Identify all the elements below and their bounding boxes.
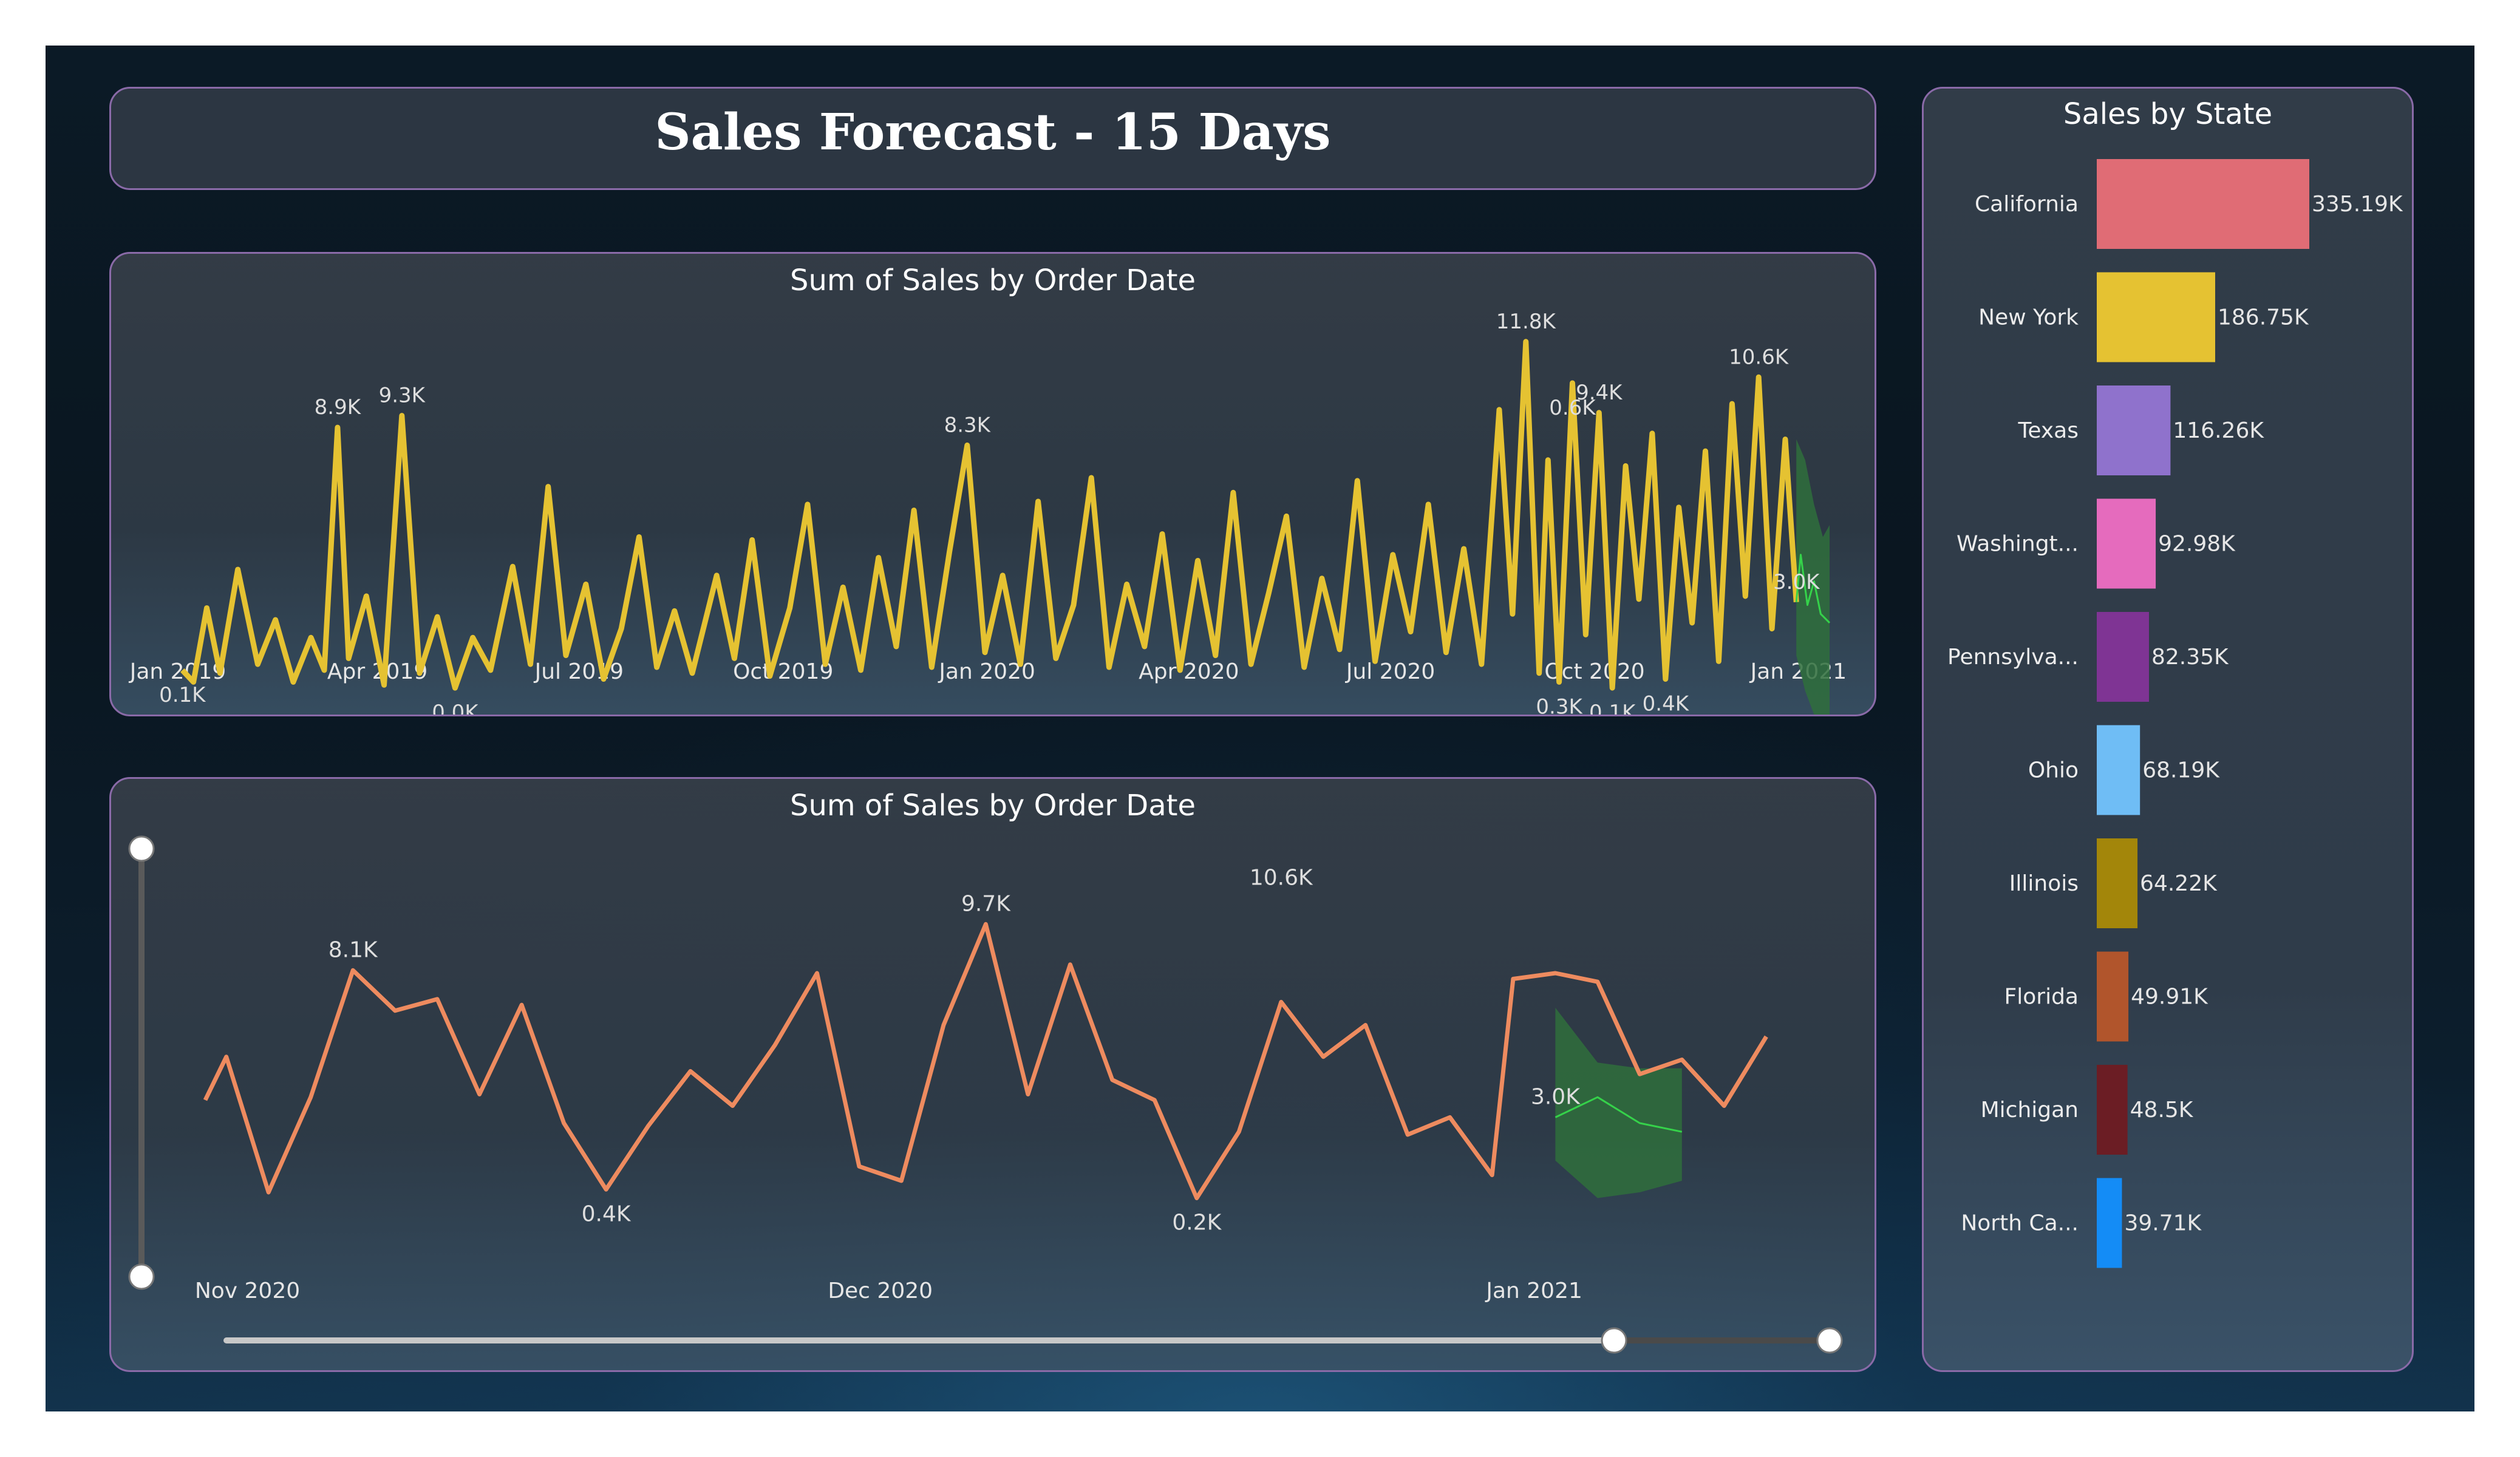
- forecast-confidence-band: [1796, 439, 1830, 715]
- actual-sales-line[interactable]: [203, 922, 1768, 1200]
- state-bar[interactable]: [2097, 951, 2129, 1042]
- sales-zoom-chart[interactable]: Nov 2020 Dec 2020 Jan 2021 8.1K 0.4K 9.7K 0.2K…: [111, 779, 1875, 1370]
- x-tick-label: Oct 2019: [733, 659, 833, 684]
- x-tick-label: Jan 2019: [129, 659, 226, 684]
- forecast-line[interactable]: [1795, 554, 1831, 623]
- dashboard-canvas: Sales Forecast - 15 Days Sum of Sales by…: [46, 46, 2474, 1411]
- state-value-label: 92.98K: [2158, 532, 2236, 557]
- data-label: 3.0K: [1531, 1085, 1581, 1110]
- state-value-label: 49.91K: [2131, 985, 2208, 1010]
- state-category-label: New York: [1978, 305, 2079, 330]
- data-label: 10.6K: [1250, 866, 1313, 891]
- actual-sales-line[interactable]: [180, 339, 1799, 691]
- state-bar[interactable]: [2097, 159, 2309, 249]
- sales-zoom-panel: Sum of Sales by Order Date Nov 2020 Dec 2…: [109, 777, 1876, 1372]
- state-value-label: 64.22K: [2140, 871, 2218, 896]
- data-label: 0.4K: [582, 1201, 632, 1226]
- x-tick-label: Apr 2020: [1139, 659, 1239, 684]
- data-label: 0.2K: [1172, 1211, 1222, 1235]
- state-category-label: California: [1975, 192, 2079, 217]
- state-bar[interactable]: [2097, 1065, 2128, 1155]
- state-category-label: Pennsylva...: [1947, 645, 2079, 670]
- sales-by-state-panel: Sales by State California 335.19K New York…: [1922, 87, 2414, 1372]
- state-category-label: Illinois: [2009, 871, 2079, 896]
- data-label: 9.7K: [961, 891, 1011, 916]
- state-bar[interactable]: [2097, 272, 2216, 362]
- forecast-line[interactable]: [1555, 1096, 1683, 1133]
- state-bar[interactable]: [2097, 612, 2149, 702]
- state-value-label: 48.5K: [2130, 1098, 2194, 1122]
- state-bar[interactable]: [2097, 498, 2156, 589]
- state-value-label: 39.71K: [2124, 1211, 2202, 1236]
- data-label: 9.3K: [379, 384, 426, 408]
- state-category-label: Florida: [2004, 985, 2079, 1010]
- state-bar[interactable]: [2097, 385, 2171, 475]
- vertical-slider-handle-bottom[interactable]: [128, 1263, 155, 1290]
- state-bar[interactable]: [2097, 838, 2138, 928]
- x-tick-label: Nov 2020: [195, 1279, 300, 1303]
- data-label: 9.4K: [1576, 381, 1623, 405]
- vertical-slider-handle-top[interactable]: [128, 835, 155, 862]
- title-panel: Sales Forecast - 15 Days: [109, 87, 1876, 190]
- data-label: 0.3K: [1536, 695, 1583, 715]
- state-bar[interactable]: [2097, 1178, 2122, 1268]
- x-tick-label: Jan 2021: [1749, 659, 1847, 684]
- state-category-label: Washingt...: [1956, 532, 2079, 557]
- data-label: 8.3K: [944, 413, 992, 437]
- state-category-label: Ohio: [2028, 758, 2079, 783]
- x-tick-label: Jul 2020: [1345, 659, 1435, 684]
- horizontal-slider-handle-left[interactable]: [1601, 1327, 1627, 1354]
- data-label: 10.6K: [1729, 345, 1790, 369]
- data-label: 0.1K: [159, 683, 206, 707]
- sales-trend-panel: Sum of Sales by Order Date Jan 2019 Apr 2…: [109, 252, 1876, 716]
- forecast-confidence-band: [1555, 1008, 1682, 1198]
- horizontal-slider-handle-right[interactable]: [1816, 1327, 1843, 1354]
- sales-by-state-chart: California 335.19K New York 186.75K Texas 116…: [1947, 159, 2403, 1268]
- chart-title: Sum of Sales by Order Date: [790, 789, 1196, 823]
- sales-trend-chart[interactable]: Jan 2019 Apr 2019 Jul 2019 Oct 2019 Jan 2020…: [111, 254, 1875, 715]
- chart-title: Sum of Sales by Order Date: [790, 263, 1196, 297]
- data-label: 8.1K: [329, 937, 378, 962]
- data-label: 0.4K: [1643, 692, 1690, 715]
- state-category-label: Texas: [2017, 418, 2079, 443]
- data-label: 3.0K: [1773, 570, 1820, 594]
- state-value-label: 335.19K: [2312, 192, 2403, 217]
- x-tick-label: Jan 2021: [1485, 1279, 1582, 1303]
- state-value-label: 68.19K: [2142, 758, 2220, 783]
- state-category-label: Michigan: [1981, 1098, 2079, 1122]
- chart-title: Sales by State: [2063, 97, 2273, 131]
- state-value-label: 82.35K: [2151, 645, 2229, 670]
- x-tick-label: Dec 2020: [828, 1279, 933, 1303]
- data-label: 0.1K: [1589, 701, 1636, 715]
- page-title: Sales Forecast - 15 Days: [655, 103, 1331, 161]
- data-label: 11.8K: [1496, 310, 1557, 334]
- data-label: 8.9K: [315, 395, 362, 419]
- state-category-label: North Ca...: [1961, 1211, 2079, 1236]
- state-bar[interactable]: [2097, 725, 2140, 815]
- state-value-label: 186.75K: [2218, 305, 2309, 330]
- data-label: 0.6K: [1549, 396, 1596, 420]
- data-label: 0.0K: [432, 701, 479, 715]
- state-value-label: 116.26K: [2173, 418, 2264, 443]
